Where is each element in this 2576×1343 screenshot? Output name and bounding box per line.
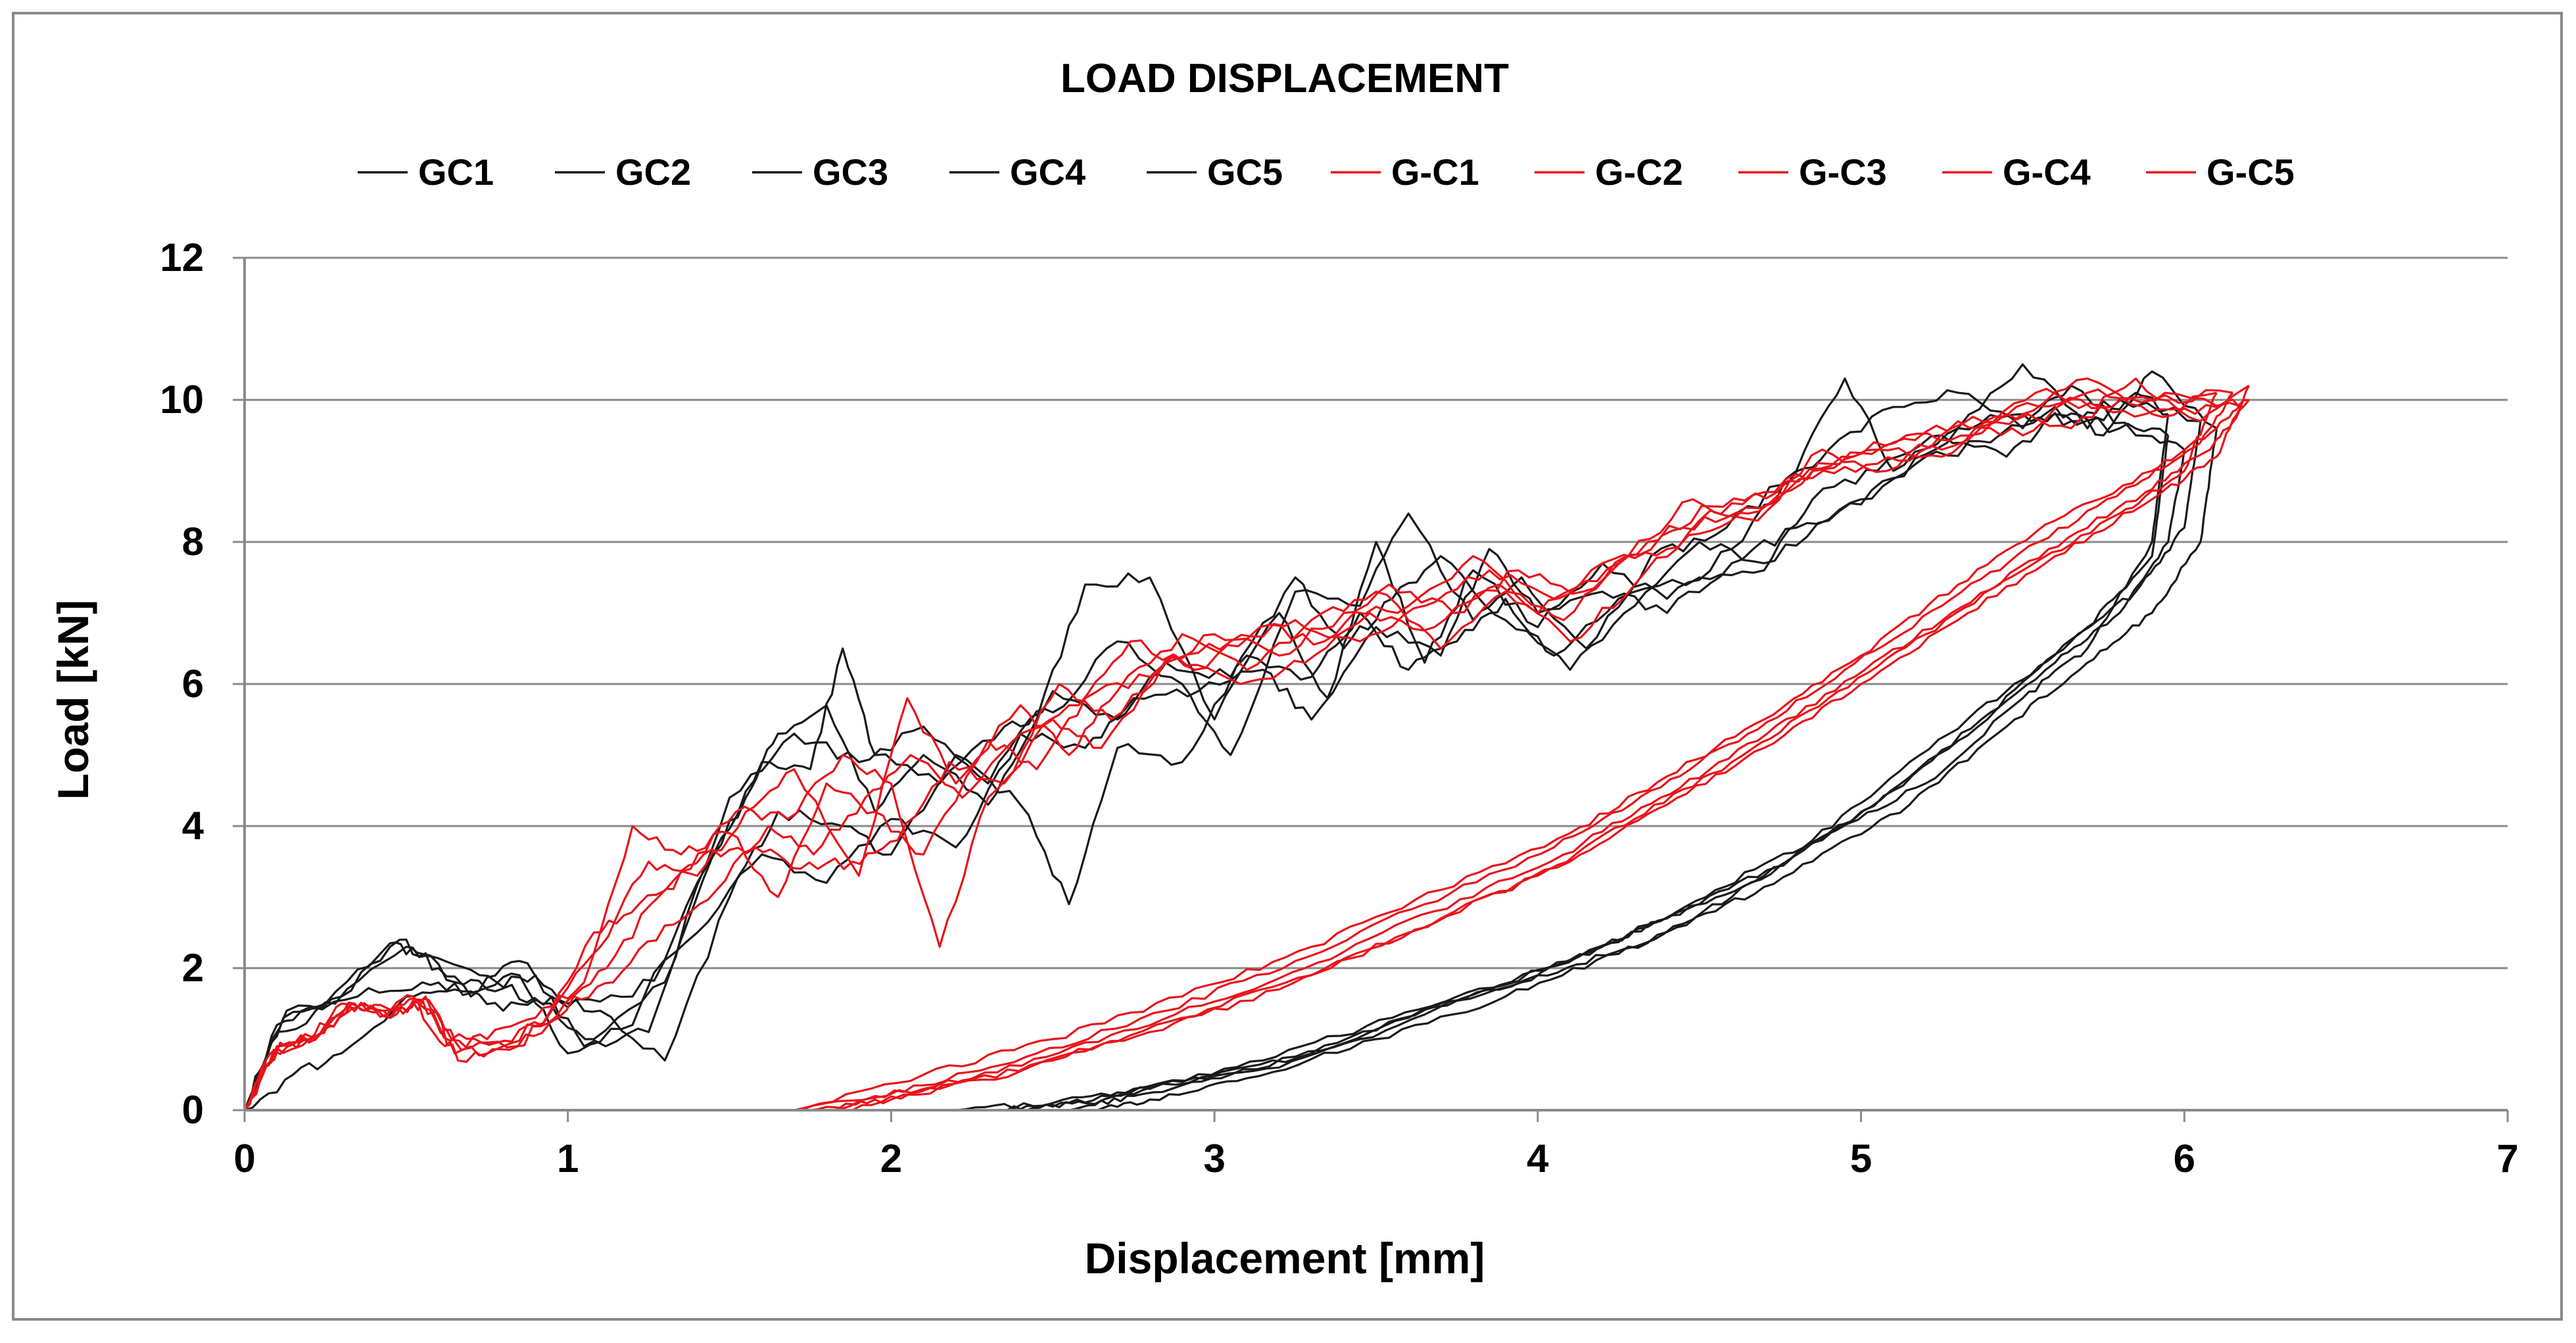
- series-line-loading: [243, 363, 2168, 1111]
- legend-label: GC2: [615, 151, 691, 193]
- legend-item: G-C5: [2146, 151, 2295, 193]
- legend-label: G-C3: [1799, 151, 1887, 193]
- series-G-C4: [243, 391, 2218, 1111]
- series-line-loading: [244, 413, 2169, 1111]
- legend-label: G-C1: [1391, 151, 1479, 193]
- series-GC3: [244, 413, 2170, 1111]
- legend-item: GC5: [1147, 151, 1283, 193]
- x-tick-labels: 0 1 2 3 4 5 6 7: [233, 1110, 2519, 1181]
- series-line-unloading: [1020, 449, 2185, 1111]
- series-line-loading: [243, 387, 2243, 1111]
- legend-item: G-C2: [1535, 151, 1683, 193]
- series-layer: [243, 363, 2251, 1111]
- legend-item: G-C4: [1942, 151, 2091, 193]
- series-line-unloading: [1085, 427, 2218, 1111]
- series-line-loading: [243, 384, 2185, 1111]
- x-tick-label: 3: [1203, 1136, 1225, 1181]
- series-line-unloading: [988, 435, 2170, 1111]
- series-line-unloading: [1068, 421, 2202, 1111]
- series-line-unloading: [800, 406, 2244, 1111]
- series-line-unloading: [794, 399, 2250, 1111]
- chart-title: LOAD DISPLACEMENT: [1061, 56, 1509, 101]
- x-tick-label: 5: [1850, 1136, 1872, 1181]
- series-line-loading: [243, 399, 2201, 1111]
- x-tick-label: 6: [2174, 1136, 2195, 1181]
- y-tick-label: 4: [182, 804, 204, 848]
- series-GC1: [243, 363, 2170, 1111]
- legend-label: GC5: [1207, 151, 1283, 193]
- series-line-unloading: [810, 392, 2218, 1111]
- legend-item: GC1: [358, 151, 494, 193]
- legend-item: GC2: [555, 151, 691, 193]
- series-GC4: [243, 399, 2202, 1111]
- y-tick-label: 6: [182, 662, 204, 706]
- x-tick-label: 2: [880, 1136, 902, 1181]
- y-tick-label: 2: [182, 946, 204, 990]
- x-axis-label: Displacement [mm]: [1085, 1234, 1485, 1282]
- legend-item: G-C3: [1738, 151, 1887, 193]
- legend-label: G-C5: [2206, 151, 2295, 193]
- series-line-unloading: [955, 414, 2170, 1111]
- series-GC2: [243, 384, 2185, 1111]
- legend-label: G-C4: [2003, 151, 2091, 193]
- legend-label: GC1: [418, 151, 494, 193]
- x-tick-label: 1: [557, 1136, 579, 1181]
- y-axis-label: Load [kN]: [49, 600, 97, 800]
- y-tick-label: 12: [160, 235, 204, 280]
- y-tick-labels: 0 2 4 6 8 10 12: [160, 235, 204, 1132]
- legend-item: G-C1: [1331, 151, 1479, 193]
- series-line-unloading: [842, 385, 2251, 1111]
- legend-label: G-C2: [1595, 151, 1683, 193]
- legend-item: GC3: [752, 151, 888, 193]
- y-tick-label: 0: [182, 1088, 204, 1132]
- series-G-C5: [243, 387, 2244, 1111]
- gridlines: [233, 256, 2508, 1111]
- legend: GC1 GC2 GC3 GC4 GC5 G-C1 G-C2 G-C3 G-C4 G-C5: [358, 151, 2295, 193]
- series-line-unloading: [826, 392, 2234, 1111]
- y-tick-label: 10: [160, 378, 204, 422]
- chart-svg: LOAD DISPLACEMENT GC1 GC2 GC3 GC4 GC5 G-C1 G-C…: [49, 56, 2519, 1282]
- y-tick-label: 8: [182, 520, 204, 564]
- x-tick-label: 7: [2496, 1136, 2518, 1181]
- chart-frame: LOAD DISPLACEMENT GC1 GC2 GC3 GC4 GC5 G-C1 G-C…: [12, 12, 2563, 1321]
- series-line-loading: [243, 391, 2217, 1111]
- legend-label: GC4: [1010, 151, 1085, 193]
- legend-label: GC3: [813, 151, 888, 193]
- x-tick-label: 0: [233, 1136, 255, 1181]
- legend-item: GC4: [949, 151, 1085, 193]
- x-tick-label: 4: [1527, 1136, 1549, 1181]
